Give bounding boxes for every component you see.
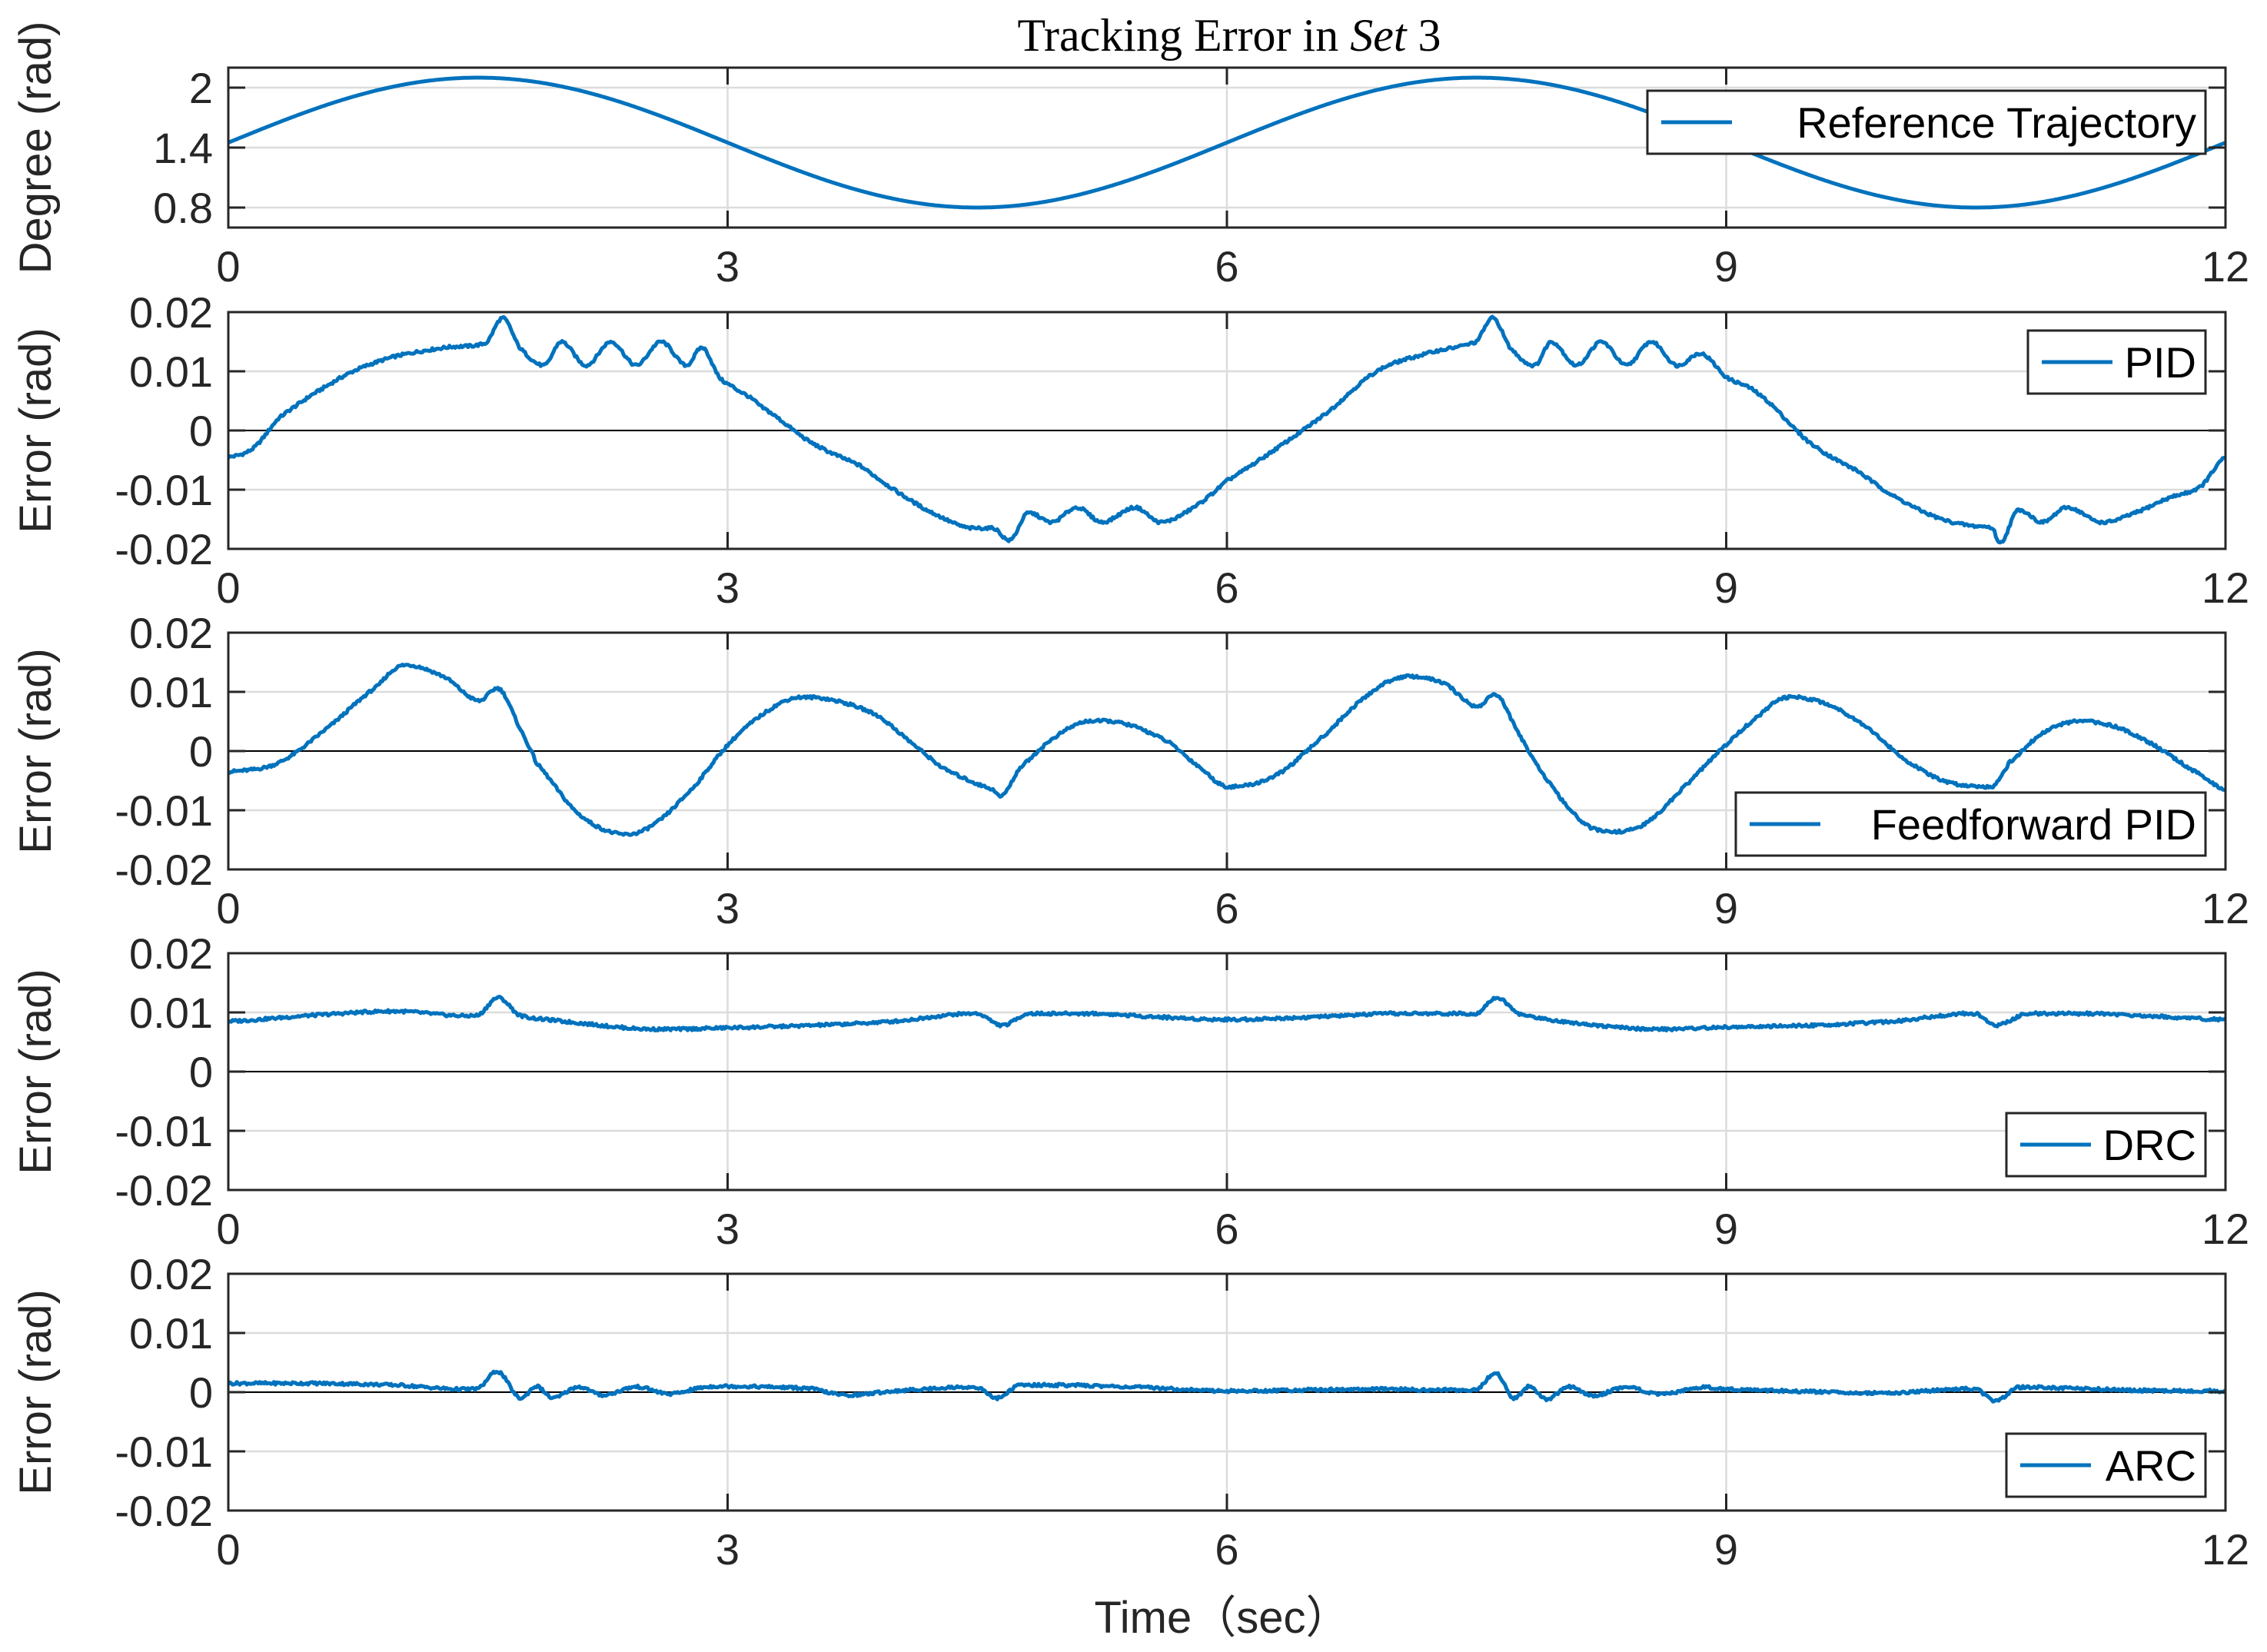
x-tick-label: 0 <box>216 242 240 291</box>
y-tick-label: -0.02 <box>115 525 213 573</box>
y-tick-label: 0.01 <box>129 347 213 396</box>
panel-drc: 0 3 6 9 12 -0.02 -0.01 0 0.01 0.02 Error (rad) DRC <box>11 929 2249 1253</box>
y-tick-label: -0.02 <box>115 1487 213 1535</box>
legend-label: DRC <box>2103 1121 2196 1169</box>
legend: ARC <box>2005 1432 2207 1498</box>
y-tick-label: -0.01 <box>115 1428 213 1476</box>
y-tick-label: 0.01 <box>129 989 213 1037</box>
panels-group: 0 3 6 9 12 0.8 1.4 2 Degree (rad) Reference Traje… <box>11 22 2249 1574</box>
y-tick-label: 1.4 <box>153 124 213 172</box>
series-line-feedforward-pid <box>228 663 2225 837</box>
legend: Reference Trajectory <box>1646 89 2207 155</box>
y-axis-label: Error (rad) <box>11 327 61 533</box>
y-tick-label: -0.01 <box>115 786 213 835</box>
x-tick-label: 3 <box>716 1205 740 1253</box>
y-tick-label: 0 <box>189 1368 213 1417</box>
panel-pid: 0 3 6 9 12 -0.02 -0.01 0 0.01 0.02 Error (rad) PID <box>11 288 2249 612</box>
legend-box <box>2005 1432 2207 1498</box>
x-tick-label: 3 <box>716 1525 740 1574</box>
y-tick-label: -0.01 <box>115 466 213 514</box>
y-axis-label: Degree (rad) <box>11 22 61 274</box>
x-tick-label: 12 <box>2202 563 2249 612</box>
y-tick-label: 0.02 <box>129 288 213 337</box>
x-tick-label: 3 <box>716 242 740 291</box>
x-tick-label: 6 <box>1215 1205 1238 1253</box>
x-tick-label: 9 <box>1714 563 1738 612</box>
y-tick-label: 0.8 <box>153 184 213 232</box>
y-tick-label: 0 <box>189 727 213 776</box>
x-axis-label: Time（sec） <box>1095 1593 1351 1643</box>
y-tick-label: 0.02 <box>129 929 213 978</box>
y-tick-label: 0.01 <box>129 1309 213 1358</box>
x-tick-label: 12 <box>2202 1525 2249 1574</box>
x-tick-label: 6 <box>1215 242 1238 291</box>
y-tick-label: 0 <box>189 1048 213 1096</box>
x-tick-label: 6 <box>1215 563 1238 612</box>
legend: Feedforward PID <box>1734 791 2207 857</box>
y-tick-label: 0.01 <box>129 668 213 716</box>
legend-label: Reference Trajectory <box>1797 98 2196 147</box>
x-tick-label: 0 <box>216 563 240 612</box>
y-axis-label: Error (rad) <box>11 648 61 853</box>
x-tick-label: 9 <box>1714 1205 1738 1253</box>
x-tick-label: 12 <box>2202 1205 2249 1253</box>
x-tick-label: 3 <box>716 563 740 612</box>
panel-arc: 0 3 6 9 12 -0.02 -0.01 0 0.01 0.02 Error (rad) ARC <box>11 1250 2249 1574</box>
series-line-drc <box>228 995 2225 1032</box>
y-axis-label: Error (rad) <box>11 1289 61 1494</box>
x-tick-label: 9 <box>1714 242 1738 291</box>
y-tick-label: 2 <box>189 64 213 112</box>
series-line-arc <box>228 1369 2225 1404</box>
x-tick-label: 9 <box>1714 884 1738 932</box>
series-line-reference <box>228 75 2225 210</box>
series-line-pid <box>228 314 2225 545</box>
y-axis-label: Error (rad) <box>11 969 61 1174</box>
x-tick-label: 3 <box>716 884 740 932</box>
x-tick-label: 0 <box>216 884 240 932</box>
x-tick-label: 6 <box>1215 884 1238 932</box>
legend-label: PID <box>2125 338 2196 387</box>
y-tick-label: -0.02 <box>115 846 213 894</box>
x-tick-label: 12 <box>2202 242 2249 291</box>
y-tick-label: 0.02 <box>129 609 213 657</box>
y-tick-label: -0.01 <box>115 1107 213 1155</box>
y-tick-label: -0.02 <box>115 1166 213 1215</box>
legend: DRC <box>2005 1112 2207 1178</box>
legend-box <box>1646 89 2207 155</box>
x-tick-label: 0 <box>216 1205 240 1253</box>
panel-feedforward-pid: 0 3 6 9 12 -0.02 -0.01 0 0.01 0.02 Error (rad) Feed… <box>11 609 2249 932</box>
legend-label: Feedforward PID <box>1871 800 2196 849</box>
x-tick-label: 12 <box>2202 884 2249 932</box>
panel-reference: 0 3 6 9 12 0.8 1.4 2 Degree (rad) Reference Traje… <box>11 22 2249 291</box>
legend: PID <box>2026 329 2207 395</box>
legend-label: ARC <box>2106 1441 2196 1490</box>
y-tick-label: 0 <box>189 407 213 455</box>
x-tick-label: 0 <box>216 1525 240 1574</box>
x-tick-label: 9 <box>1714 1525 1738 1574</box>
chart-title: Tracking Error in Set 3 <box>1017 10 1441 61</box>
y-tick-label: 0.02 <box>129 1250 213 1298</box>
x-tick-label: 6 <box>1215 1525 1238 1574</box>
